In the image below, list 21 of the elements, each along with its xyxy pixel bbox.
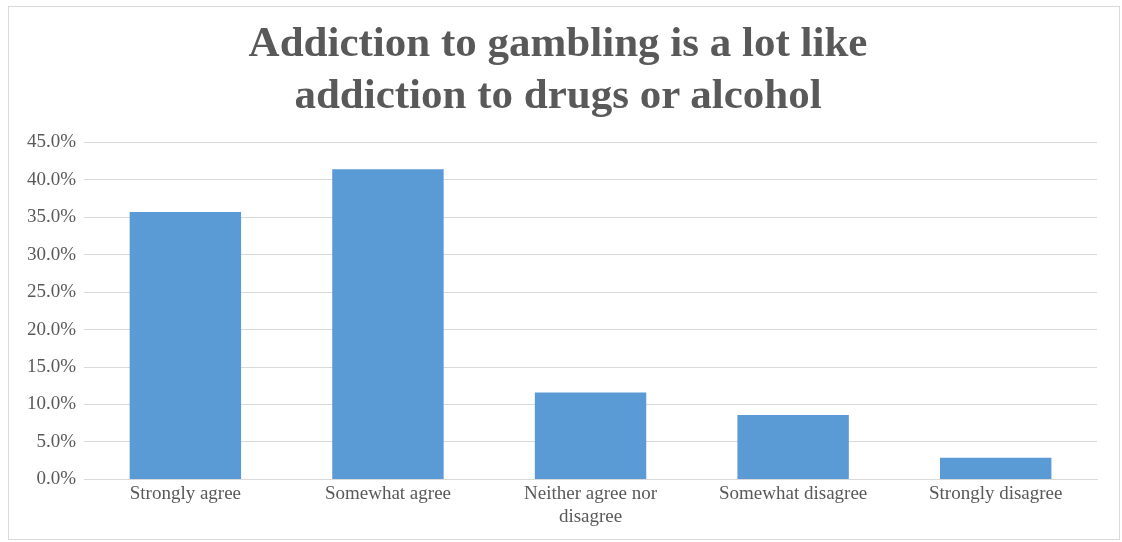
- x-tick-label: Strongly agree: [129, 481, 242, 503]
- x-tick-label: Strongly disagree: [928, 481, 1063, 503]
- bar: [940, 457, 1052, 479]
- y-tick-label: 15.0%: [27, 354, 77, 376]
- y-tick-label: 5.0%: [36, 429, 77, 451]
- chart-title: Addiction to gambling is a lot like addiction to drugs or alcohol: [248, 17, 868, 117]
- bar: [129, 211, 242, 479]
- x-tick-label: Neither agree nor disagree: [524, 481, 658, 526]
- x-tick-label: Somewhat agree: [324, 481, 451, 503]
- y-tick-label: 30.0%: [27, 242, 77, 264]
- y-tick-label: 25.0%: [27, 280, 77, 302]
- y-tick-label: 45.0%: [27, 130, 77, 152]
- bar: [534, 392, 647, 479]
- y-tick-label: 10.0%: [27, 392, 77, 414]
- y-tick-label: 35.0%: [27, 205, 77, 227]
- x-tick-label: Somewhat disagree: [718, 481, 868, 503]
- y-tick-label: 20.0%: [27, 317, 77, 339]
- bar: [332, 169, 444, 479]
- y-tick-label: 0.0%: [36, 467, 77, 489]
- y-tick-label: 40.0%: [27, 167, 77, 189]
- bar: [737, 414, 849, 479]
